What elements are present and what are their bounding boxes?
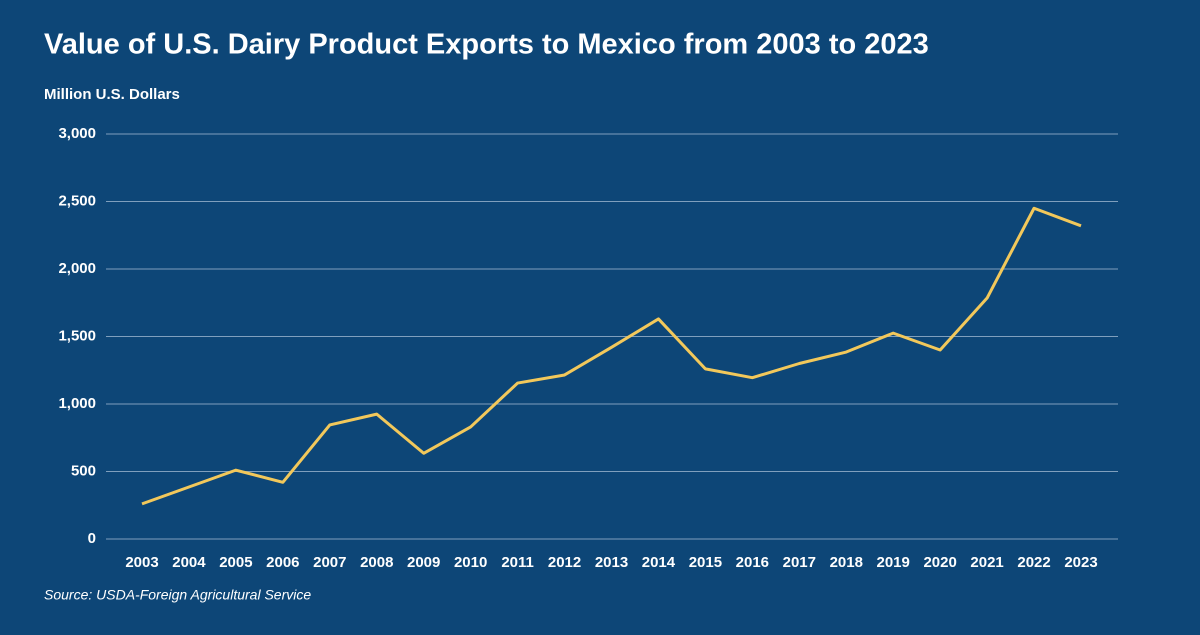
- x-tick-label: 2007: [313, 554, 346, 571]
- x-tick-label: 2023: [1064, 554, 1097, 571]
- y-tick-label: 500: [71, 462, 96, 479]
- source: Source: USDA-Foreign Agricultural Servic…: [44, 587, 311, 603]
- chart-title: Value of U.S. Dairy Product Exports to M…: [44, 29, 929, 61]
- x-tick-label: 2003: [125, 554, 158, 571]
- y-tick-label: 1,000: [58, 395, 96, 412]
- y-tick-label: 3,000: [58, 125, 96, 142]
- x-tick-label: 2014: [642, 554, 676, 571]
- x-tick-label: 2008: [360, 554, 393, 571]
- y-tick-label: 0: [88, 530, 96, 547]
- x-tick-label: 2022: [1017, 554, 1050, 571]
- x-tick-label: 2009: [407, 554, 440, 571]
- axis-label: Million U.S. Dollars: [44, 86, 180, 103]
- x-tick-label: 2019: [877, 554, 910, 571]
- x-tick-label: 2016: [736, 554, 769, 571]
- y-tick-label: 2,500: [58, 192, 96, 209]
- x-tick-label: 2013: [595, 554, 628, 571]
- y-tick-label: 2,000: [58, 260, 96, 277]
- x-tick-label: 2005: [219, 554, 252, 571]
- x-tick-label: 2012: [548, 554, 581, 571]
- x-tick-label: 2020: [923, 554, 956, 571]
- x-tick-label: 2004: [172, 554, 206, 571]
- x-tick-label: 2010: [454, 554, 487, 571]
- x-tick-label: 2006: [266, 554, 299, 571]
- x-tick-label: 2018: [830, 554, 863, 571]
- line: [141, 206, 1082, 506]
- y-tick-label: 1,500: [58, 327, 96, 344]
- x-tick-label: 2011: [501, 554, 534, 571]
- x-tick-label: 2015: [689, 554, 722, 571]
- x-tick-label: 2017: [783, 554, 816, 571]
- x-tick-label: 2021: [970, 554, 1003, 571]
